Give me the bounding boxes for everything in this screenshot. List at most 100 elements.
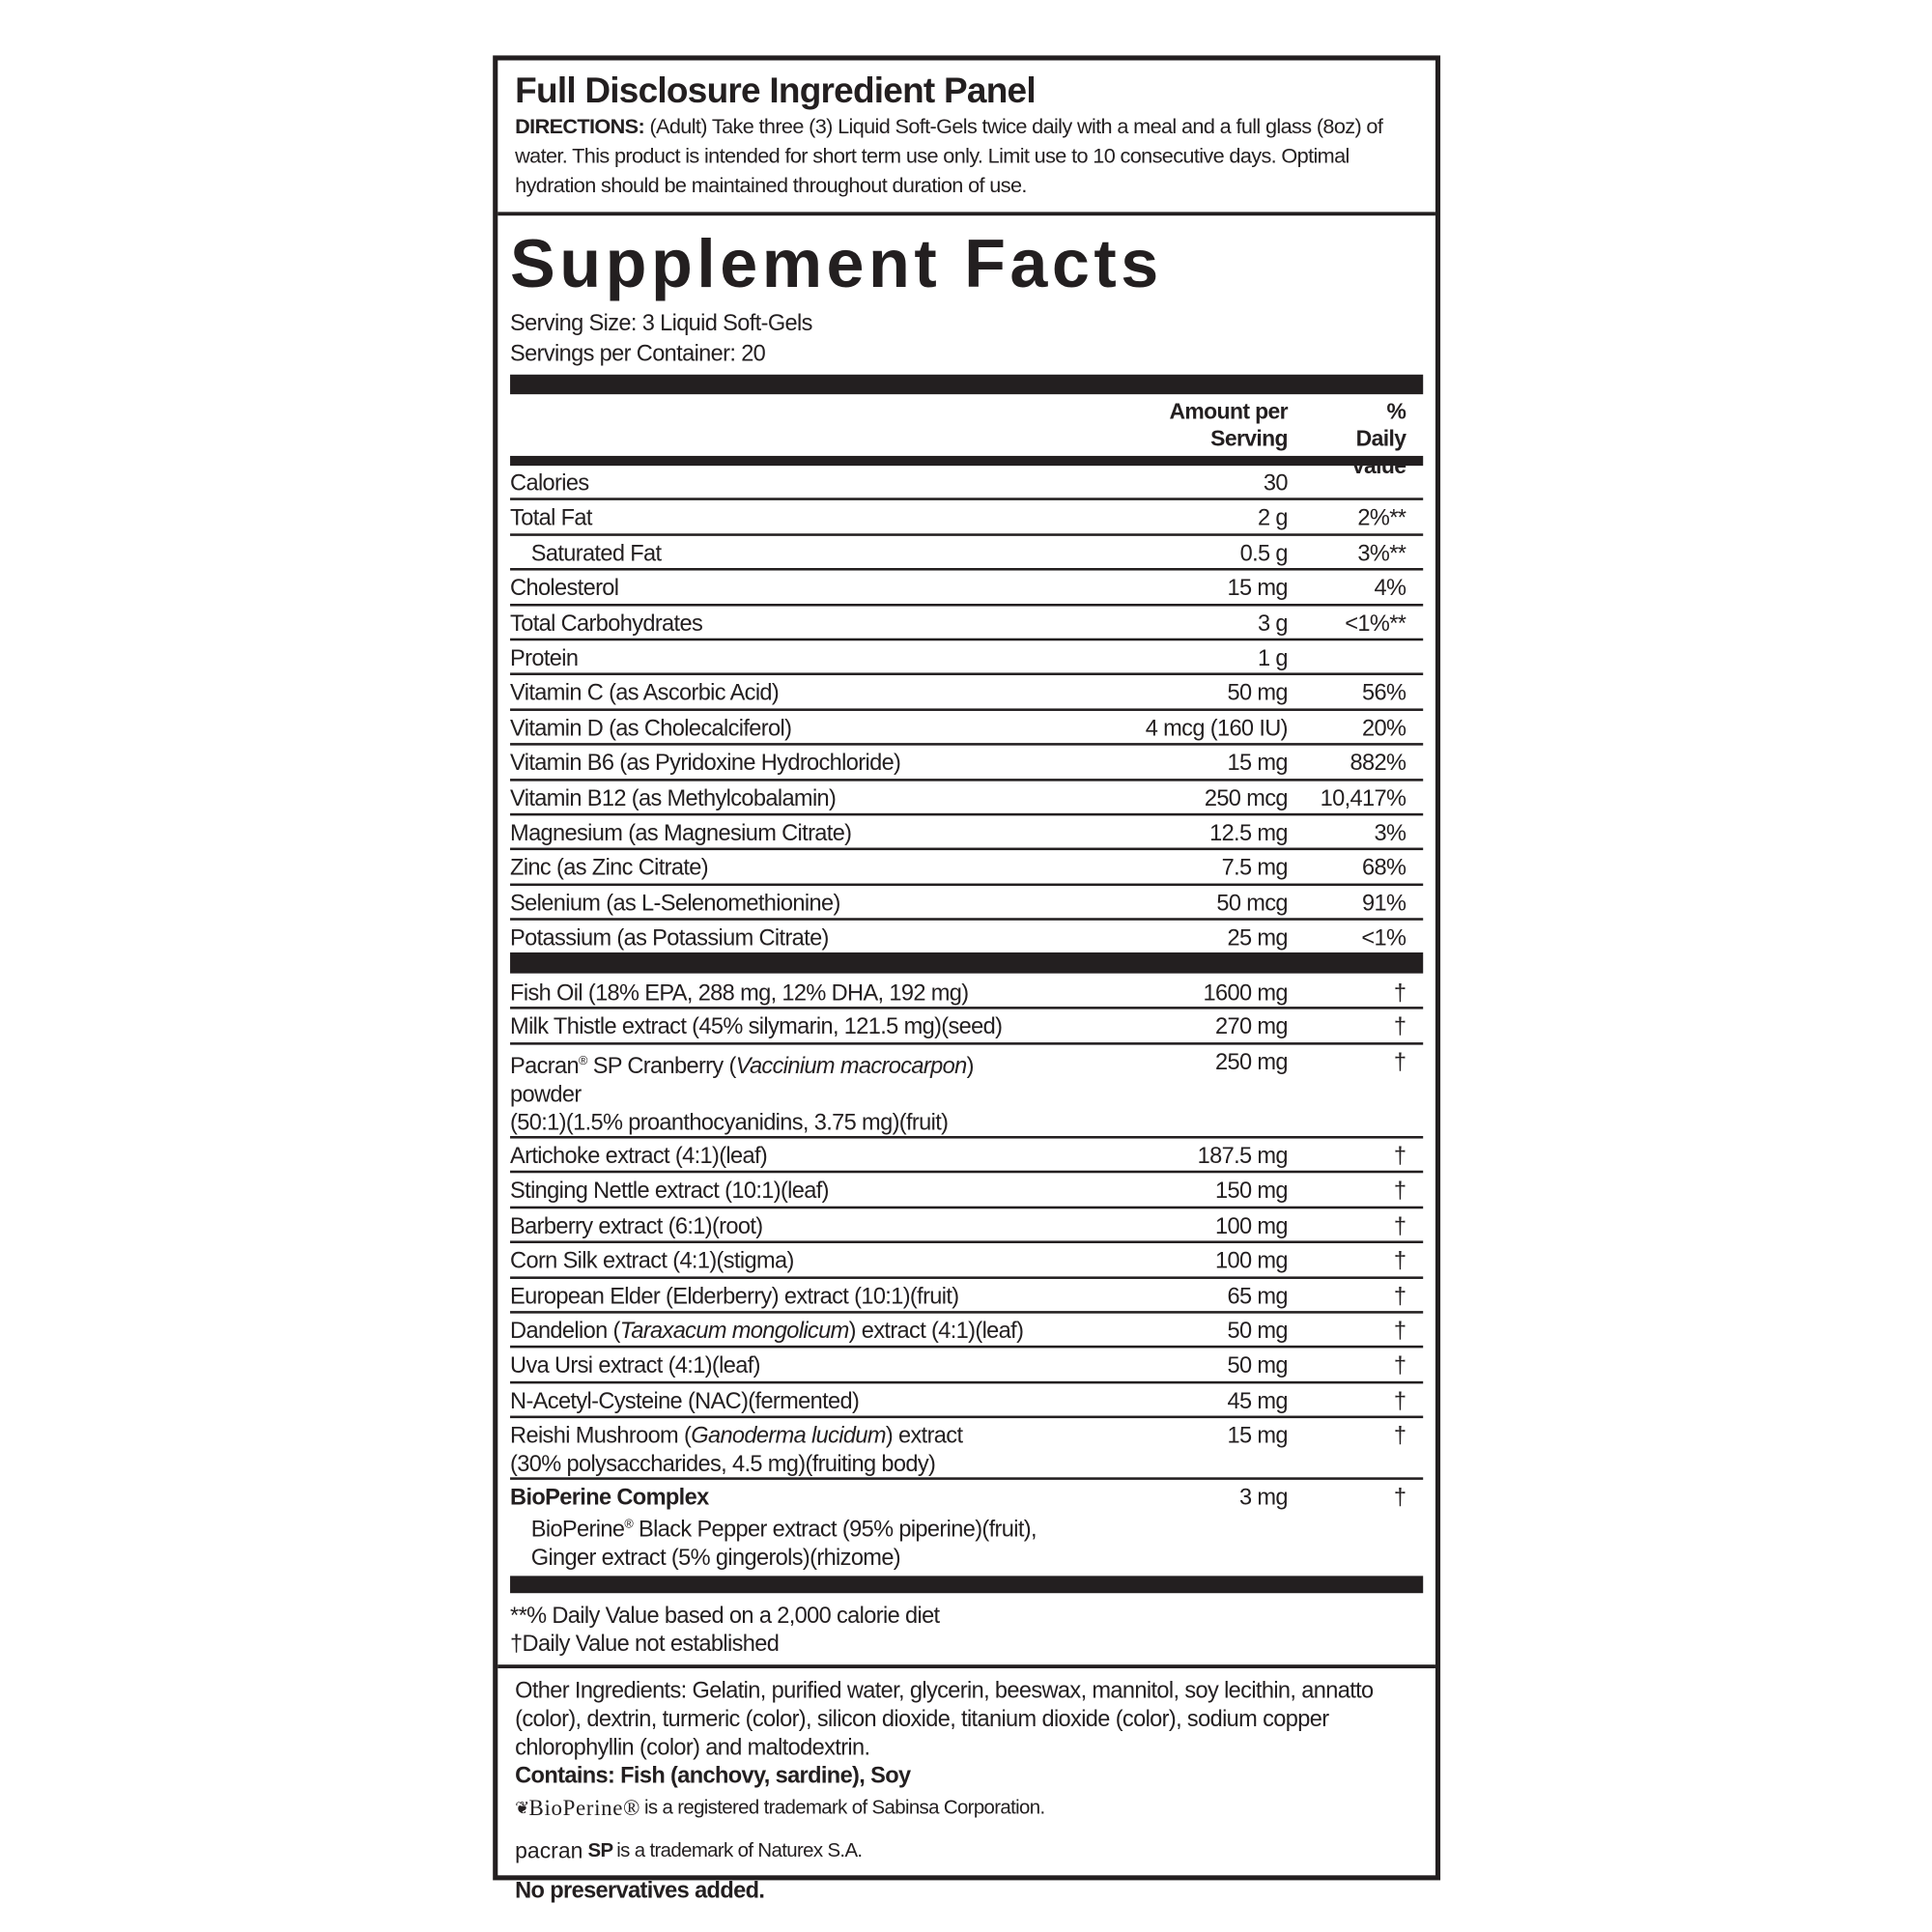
nutrient-row: Vitamin C (as Ascorbic Acid) 50 mg 56%: [510, 675, 1424, 711]
nutrient-dv: <1%**: [1345, 609, 1406, 636]
ingredient-dv: †: [1393, 980, 1406, 1007]
thick-divider: [510, 952, 1424, 975]
ingredient-dv: †: [1393, 1282, 1406, 1309]
other-ingredients: Other Ingredients: Gelatin, purified wat…: [515, 1677, 1374, 1760]
ingredient-amount: 150 mg: [1215, 1177, 1289, 1204]
nutrient-name: Vitamin D (as Cholecalciferol): [510, 714, 792, 741]
nutrient-dv: 2%**: [1357, 504, 1406, 530]
ingredient-name: Reishi Mushroom (Ganoderma lucidum) extr…: [510, 1422, 963, 1477]
nutrient-amount: 3 g: [1258, 609, 1289, 636]
nutrient-row: Cholesterol 15 mg 4%: [510, 571, 1424, 606]
ingredient-amount: 50 mg: [1227, 1317, 1288, 1344]
nutrient-row: Vitamin B12 (as Methylcobalamin) 250 mcg 1…: [510, 781, 1424, 816]
ingredient-dv: †: [1393, 1013, 1406, 1039]
ingredient-name: Barberry extract (6:1)(root): [510, 1211, 763, 1238]
directions-section: Full Disclosure Ingredient Panel DIRECTI…: [497, 60, 1435, 216]
ingredient-row: Artichoke extract (4:1)(leaf) 187.5 mg †: [510, 1139, 1424, 1174]
nutrient-dv: 882%: [1350, 749, 1406, 776]
nutrient-row: Zinc (as Zinc Citrate) 7.5 mg 68%: [510, 850, 1424, 886]
ingredient-dv: †: [1393, 1422, 1406, 1448]
ingredient-row: Barberry extract (6:1)(root) 100 mg †: [510, 1208, 1424, 1244]
nutrient-name: Vitamin C (as Ascorbic Acid): [510, 679, 780, 706]
header-daily-value: % Daily Value: [1350, 399, 1406, 478]
ingredient-dv: †: [1393, 1483, 1406, 1510]
nutrient-dv: [1288, 469, 1423, 498]
pacran-sp: SP: [587, 1840, 613, 1862]
pacran-trademark: pacran SP is a trademark of Naturex S.A.: [515, 1837, 1418, 1865]
ingredient-row: Uva Ursi extract (4:1)(leaf) 50 mg †: [510, 1349, 1424, 1384]
nutrient-row: Selenium (as L-Selenomethionine) 50 mcg 91…: [510, 886, 1424, 921]
nutrient-dv: 3%**: [1357, 539, 1406, 566]
ingredient-name: N-Acetyl-Cysteine (NAC)(fermented): [510, 1386, 860, 1413]
ingredient-dv: †: [1393, 1048, 1406, 1075]
ingredient-name: Corn Silk extract (4:1)(stigma): [510, 1247, 794, 1273]
nutrient-amount: 0.5 g: [1239, 539, 1289, 566]
facts-title: Supplement Facts: [510, 225, 1163, 302]
ingredient-row: BioPerine Complex BioPerine® Black Pepper…: [510, 1480, 1423, 1577]
ingredient-amount: 100 mg: [1215, 1247, 1289, 1273]
ingredient-amount: 3 mg: [1238, 1483, 1289, 1510]
nutrient-name: Total Carbohydrates: [510, 609, 703, 636]
ingredient-name: Milk Thistle extract (45% silymarin, 121…: [510, 1013, 1003, 1039]
ingredient-amount: 15 mg: [1227, 1422, 1288, 1448]
nutrient-dv: 10,417%: [1320, 783, 1406, 810]
nutrient-name: Cholesterol: [510, 574, 619, 601]
ingredient-name: Stinging Nettle extract (10:1)(leaf): [510, 1177, 829, 1204]
nutrient-dv: 68%: [1362, 854, 1406, 881]
nutrient-dv: 91%: [1362, 889, 1406, 916]
nutrient-amount: 30: [1263, 469, 1289, 496]
nutrient-name: Calories: [510, 469, 589, 496]
ingredient-row: Reishi Mushroom (Ganoderma lucidum) extr…: [510, 1418, 1424, 1481]
leaf-icon: ❦: [515, 1798, 529, 1818]
nutrient-name: Total Fat: [510, 504, 592, 530]
nutrient-name: Saturated Fat: [530, 539, 662, 566]
servings-per-container: Servings per Container: 20: [510, 340, 766, 366]
nutrient-row: Vitamin B6 (as Pyridoxine Hydrochloride)…: [510, 746, 1424, 781]
directions-text: (Adult) Take three (3) Liquid Soft-Gels …: [515, 114, 1383, 198]
ingredient-name: BioPerine Complex BioPerine® Black Pepper…: [510, 1483, 1037, 1571]
ingredient-list: Fish Oil (18% EPA, 288 mg, 12% DHA, 192 …: [510, 974, 1424, 1577]
nutrient-name: Vitamin B6 (as Pyridoxine Hydrochloride): [510, 749, 901, 776]
allergen-statement: Contains: Fish (anchovy, sardine), Soy: [515, 1762, 911, 1789]
table-header: Amount per Serving % Daily Value: [510, 394, 1424, 478]
thick-divider: [510, 1576, 1424, 1594]
nutrient-row: Vitamin D (as Cholecalciferol) 4 mcg (160…: [510, 711, 1424, 746]
nutrient-dv: 4%: [1374, 574, 1406, 601]
nutrient-row: Calories 30: [510, 466, 1424, 501]
ingredient-amount: 45 mg: [1227, 1386, 1288, 1413]
ingredient-amount: 187.5 mg: [1197, 1142, 1289, 1169]
nutrient-row: Protein 1 g: [510, 640, 1424, 676]
nutrient-name: Protein: [510, 644, 579, 670]
ingredient-row: Stinging Nettle extract (10:1)(leaf) 150 …: [510, 1174, 1424, 1209]
nutrient-amount: 7.5 mg: [1221, 854, 1289, 881]
bioperine-logo: BioPerine®: [528, 1795, 641, 1821]
nutrient-amount: 1 g: [1258, 644, 1289, 670]
ingredient-row: Fish Oil (18% EPA, 288 mg, 12% DHA, 192 …: [510, 974, 1424, 1010]
no-preservatives: No preservatives added.: [515, 1876, 765, 1903]
ingredient-name: Pacran® SP Cranberry (Vaccinium macrocar…: [510, 1052, 974, 1135]
nutrient-name: Magnesium (as Magnesium Citrate): [510, 819, 852, 845]
ingredient-row: Pacran® SP Cranberry (Vaccinium macrocar…: [510, 1044, 1424, 1139]
ingredient-dv: †: [1393, 1317, 1406, 1344]
other-ingredients-section: Other Ingredients: Gelatin, purified wat…: [497, 1664, 1435, 1912]
footnotes: **% Daily Value based on a 2,000 calorie…: [510, 1594, 1423, 1665]
supplement-facts: Supplement Facts Serving Size: 3 Liquid …: [497, 220, 1435, 1664]
footnote: †Daily Value not established: [510, 1630, 780, 1657]
ingredient-row: Corn Silk extract (4:1)(stigma) 100 mg †: [510, 1243, 1424, 1279]
directions-label: DIRECTIONS:: [515, 114, 645, 138]
ingredient-dv: †: [1393, 1211, 1406, 1238]
ingredient-amount: 100 mg: [1215, 1211, 1289, 1238]
nutrient-list: Calories 30 Total Fat 2 g 2%** Saturated Fat 0…: [510, 466, 1424, 955]
ingredient-amount: 65 mg: [1227, 1282, 1288, 1309]
nutrient-dv: 3%: [1374, 819, 1406, 845]
ingredient-name: Dandelion (Taraxacum mongolicum) extract…: [510, 1317, 1024, 1344]
ingredient-dv: †: [1393, 1351, 1406, 1378]
nutrient-amount: 4 mcg (160 IU): [1145, 714, 1289, 741]
ingredient-dv: †: [1393, 1386, 1406, 1413]
bioperine-tm-text: is a registered trademark of Sabinsa Cor…: [643, 1798, 1045, 1820]
directions: DIRECTIONS: (Adult) Take three (3) Liqui…: [515, 112, 1418, 201]
thick-divider: [510, 374, 1424, 395]
nutrient-name: Selenium (as L-Selenomethionine): [510, 889, 840, 916]
ingredient-amount: 270 mg: [1215, 1013, 1289, 1039]
bioperine-trademark: ❦ BioPerine® is a registered trademark o…: [515, 1795, 1418, 1823]
